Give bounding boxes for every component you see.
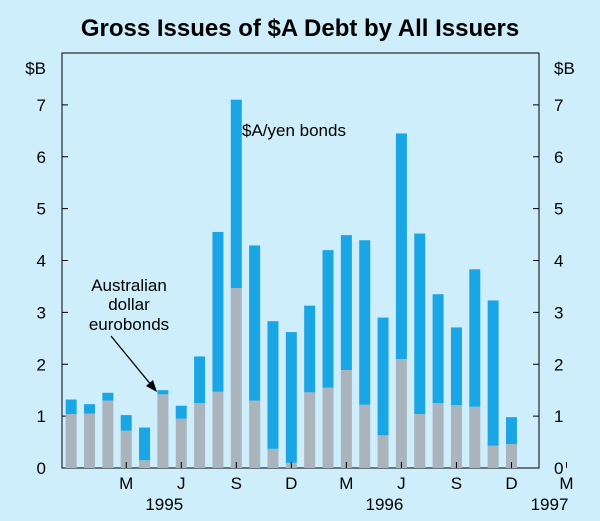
y-tick-label-left: 1	[37, 407, 46, 426]
bar-segment-yen-bonds	[84, 404, 96, 414]
x-tick-label: S	[451, 474, 462, 493]
bar-segment-eurobonds	[505, 444, 517, 468]
y-tick-label-left: 7	[37, 96, 46, 115]
bar-segment-yen-bonds	[487, 300, 499, 446]
y-axis-unit-right: $B	[554, 59, 575, 78]
annotation-arrow-line	[110, 335, 153, 387]
y-tick-label-right: 6	[554, 148, 563, 167]
bar-segment-yen-bonds	[175, 405, 187, 419]
bar-segment-yen-bonds	[377, 317, 389, 436]
bar-segment-eurobonds	[230, 287, 242, 468]
bar-segment-yen-bonds	[249, 245, 261, 401]
y-tick-label-right: 4	[554, 252, 563, 271]
bar-segment-yen-bonds	[102, 392, 114, 401]
bar-segment-eurobonds	[249, 400, 261, 468]
bar-segment-eurobonds	[84, 413, 96, 468]
x-year-label: 1996	[365, 495, 403, 514]
bar-segment-eurobonds	[469, 406, 481, 468]
x-axis-labels: M J 1995 S D M J 1996 S D M 1997	[119, 462, 574, 514]
bar-segment-eurobonds	[414, 414, 426, 468]
bar-segment-yen-bonds	[120, 415, 132, 431]
bar-segment-eurobonds	[450, 405, 462, 468]
bar-segment-yen-bonds	[505, 417, 517, 445]
bar-segment-eurobonds	[322, 387, 334, 468]
x-tick-label: S	[231, 474, 242, 493]
y-tick-label-left: 2	[37, 355, 46, 374]
bar-segment-yen-bonds	[340, 235, 352, 370]
bar-segment-yen-bonds	[267, 321, 279, 449]
bar-segment-yen-bonds	[432, 294, 444, 404]
bar-segment-eurobonds	[487, 445, 499, 468]
bar-segment-eurobonds	[359, 404, 371, 468]
bar-segment-eurobonds	[157, 394, 169, 468]
bar-segment-yen-bonds	[359, 240, 371, 405]
bars	[65, 99, 517, 468]
y-tick-label-left: 6	[37, 148, 46, 167]
y-tick-label-left: 4	[37, 252, 46, 271]
bar-segment-yen-bonds	[212, 231, 224, 392]
annotation-arrow-head	[146, 380, 157, 392]
bar-segment-eurobonds	[432, 403, 444, 468]
y-tick-label-right: 7	[554, 96, 563, 115]
annotation-yen-bonds: $A/yen bonds	[242, 121, 346, 140]
bar-segment-eurobonds	[212, 391, 224, 468]
bar-segment-eurobonds	[304, 392, 316, 468]
annotation-eurobonds-line2: dollar	[108, 295, 150, 314]
x-tick-label: J	[397, 474, 406, 493]
annotation-eurobonds-line3: eurobonds	[89, 315, 169, 334]
bar-segment-eurobonds	[102, 400, 114, 468]
x-tick-label: D	[285, 474, 297, 493]
y-tick-label-right: 2	[554, 355, 563, 374]
y-tick-label-right: 3	[554, 303, 563, 322]
bar-segment-eurobonds	[340, 369, 352, 468]
x-tick-label: M	[559, 474, 573, 493]
bar-segment-eurobonds	[267, 448, 279, 468]
bar-segment-yen-bonds	[414, 233, 426, 415]
bar-segment-eurobonds	[65, 414, 77, 468]
bar-segment-eurobonds	[120, 430, 132, 468]
y-tick-label-left: 3	[37, 303, 46, 322]
bar-segment-yen-bonds	[450, 327, 462, 406]
bar-segment-yen-bonds	[139, 427, 151, 461]
bar-segment-yen-bonds	[157, 390, 169, 395]
x-tick-label: J	[177, 474, 186, 493]
bar-segment-yen-bonds	[285, 332, 297, 463]
y-tick-label-left: 0	[37, 459, 46, 478]
x-year-label: 1995	[145, 495, 183, 514]
bar-segment-yen-bonds	[230, 99, 242, 288]
axis-ticks: 0 0 1 1 2 2 3 3 4 4 5 5 6 6 7 7	[37, 96, 564, 478]
x-year-label: 1997	[531, 495, 569, 514]
bar-segment-eurobonds	[395, 359, 407, 468]
annotation-eurobonds-line1: Australian	[91, 276, 167, 295]
bar-segment-eurobonds	[139, 460, 151, 468]
bar-segment-yen-bonds	[304, 305, 316, 393]
y-axis-unit-left: $B	[25, 59, 46, 78]
bar-segment-eurobonds	[175, 418, 187, 468]
x-tick-label: D	[505, 474, 517, 493]
x-tick-label: M	[119, 474, 133, 493]
y-tick-label-left: 5	[37, 200, 46, 219]
y-tick-label-right: 0	[554, 459, 563, 478]
plot-frame	[61, 52, 540, 469]
bar-segment-yen-bonds	[322, 250, 334, 388]
bar-segment-eurobonds	[377, 435, 389, 468]
bar-segment-eurobonds	[194, 403, 206, 468]
chart-title: Gross Issues of $A Debt by All Issuers	[81, 15, 519, 42]
x-tick-label: M	[339, 474, 353, 493]
y-tick-label-right: 1	[554, 407, 563, 426]
bar-segment-yen-bonds	[469, 269, 481, 407]
bar-segment-yen-bonds	[65, 399, 77, 415]
bar-segment-yen-bonds	[395, 133, 407, 360]
y-tick-label-right: 5	[554, 200, 563, 219]
bar-segment-yen-bonds	[194, 356, 206, 404]
